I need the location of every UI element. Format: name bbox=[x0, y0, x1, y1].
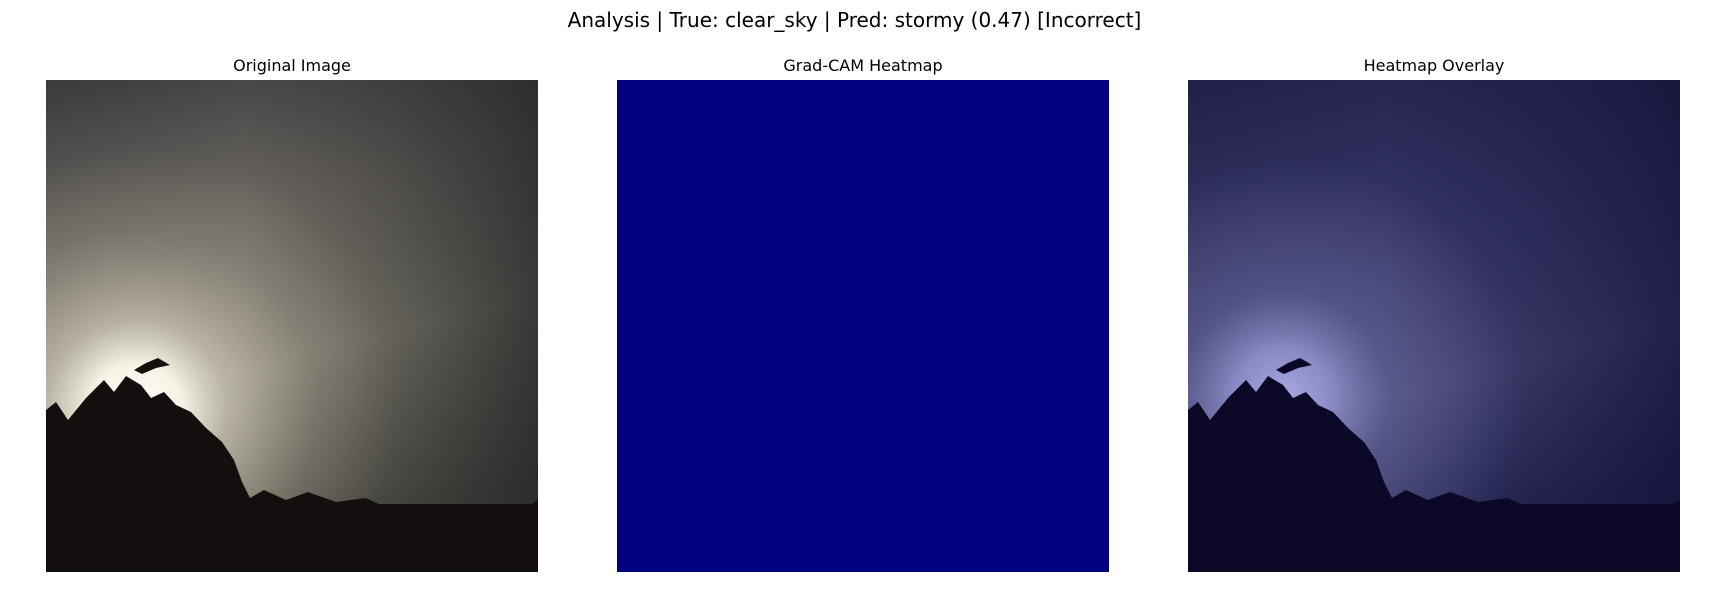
heatmap-overlay-image bbox=[1188, 80, 1680, 572]
panel-title: Heatmap Overlay bbox=[1363, 56, 1505, 75]
figure-title: Analysis | True: clear_sky | Pred: storm… bbox=[567, 8, 1142, 32]
original-sky-image bbox=[46, 80, 538, 572]
panel-title: Original Image bbox=[233, 56, 351, 75]
gradcam-heatmap-image bbox=[617, 80, 1109, 572]
panel-title: Grad-CAM Heatmap bbox=[783, 56, 943, 75]
